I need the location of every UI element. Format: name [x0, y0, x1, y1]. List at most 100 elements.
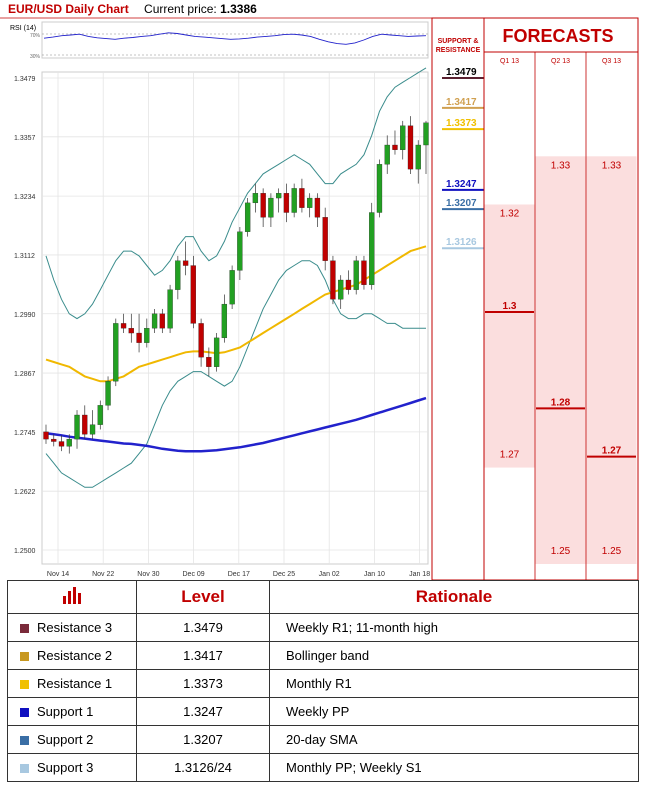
chart-area: RSI (14) 70% 30% 1.3479 1.3357 1.3234 1.311…	[0, 17, 639, 580]
candle	[120, 313, 127, 334]
candle	[415, 140, 421, 184]
level-value: 1.3247	[136, 697, 270, 726]
forecast-low-label: 1.25	[551, 546, 571, 557]
level-rationale: 20-day SMA	[269, 725, 639, 754]
candle-body	[345, 279, 352, 290]
sr-title-line1: SUPPORT &	[438, 38, 479, 45]
level-color-swatch	[20, 652, 29, 662]
x-tick-label: Nov 30	[137, 571, 159, 578]
rsi-panel: RSI (14) 70% 30%	[10, 21, 429, 60]
candle-body	[213, 337, 220, 367]
sr-level-label: 1.3373	[446, 118, 477, 129]
candle	[182, 241, 189, 276]
rsi-upper-label: 70%	[30, 33, 41, 39]
level-color-swatch	[20, 708, 29, 718]
levels-table-row: Support 2 1.3207 20-day SMA	[7, 725, 639, 754]
candle-body	[407, 125, 414, 170]
candle-body	[338, 279, 344, 300]
bollinger-lower-line	[45, 260, 426, 488]
levels-table: Level Rationale Resistance 3 1.3479 Weekly…	[7, 580, 639, 782]
forecast-low-label: 1.25	[602, 546, 622, 557]
candle-body	[105, 381, 111, 406]
candle-body	[268, 197, 274, 218]
x-tick-label: Nov 14	[47, 571, 69, 578]
candle	[283, 183, 290, 223]
level-value: 1.3126/24	[136, 753, 270, 782]
candle	[97, 400, 103, 430]
candle-body	[89, 424, 96, 435]
forecast-center-label: 1.3	[503, 301, 517, 312]
level-value: 1.3207	[136, 725, 270, 754]
candle-body	[400, 125, 406, 150]
candle-body	[175, 260, 181, 290]
y-tick-label: 1.3234	[14, 194, 36, 201]
candle-body	[299, 188, 305, 208]
candle-body	[128, 328, 134, 334]
candle	[322, 207, 328, 271]
candle-body	[82, 414, 88, 435]
candle-body	[43, 431, 49, 440]
candle	[400, 120, 406, 160]
y-tick-label: 1.3357	[14, 135, 36, 142]
level-value: 1.3479	[136, 613, 270, 642]
candle-body	[276, 193, 282, 199]
candle-body	[283, 193, 290, 213]
level-name: Support 2	[37, 732, 94, 747]
rationale-column-header: Rationale	[269, 580, 639, 614]
level-name-cell: Support 3	[7, 753, 137, 782]
sma-long-line	[45, 396, 427, 453]
candle	[190, 255, 196, 329]
sr-level-label: 1.3207	[446, 198, 477, 209]
candle	[423, 120, 429, 174]
candle	[376, 159, 383, 218]
forecast-high-label: 1.33	[602, 160, 622, 171]
candle	[353, 255, 359, 295]
candle-body	[182, 260, 189, 266]
candle-body	[151, 313, 158, 329]
level-rationale: Bollinger band	[269, 641, 639, 670]
level-name: Support 3	[37, 760, 94, 775]
candle	[144, 318, 150, 348]
level-color-swatch	[20, 624, 29, 634]
level-color-swatch	[20, 764, 29, 774]
y-tick-label: 1.2622	[14, 489, 36, 496]
level-name: Support 1	[37, 704, 94, 719]
level-name-cell: Support 1	[7, 697, 137, 726]
level-name: Resistance 2	[37, 648, 113, 663]
forecast-high-label: 1.32	[500, 209, 520, 220]
sr-level-label: 1.3247	[446, 179, 477, 190]
x-tick-label: Jan 02	[319, 571, 340, 578]
forecast-center-label: 1.28	[551, 397, 571, 408]
candle-body	[237, 231, 243, 271]
candle-body	[206, 357, 212, 367]
sr-title-line2: RESISTANCE	[436, 47, 481, 54]
candle-body	[136, 332, 142, 343]
level-rationale: Monthly R1	[269, 669, 639, 698]
level-name-cell: Support 2	[7, 725, 137, 754]
rsi-lower-label: 30%	[30, 54, 41, 60]
y-tick-label: 1.3112	[14, 253, 35, 260]
candle-body	[307, 197, 313, 208]
chart-title: EUR/USD Daily Chart	[8, 2, 129, 16]
x-tick-label: Nov 22	[92, 571, 114, 578]
candle	[392, 130, 398, 155]
candle	[82, 405, 88, 440]
x-tick-label: Jan 10	[364, 571, 385, 578]
candle	[58, 435, 65, 452]
x-tick-label: Dec 17	[228, 571, 250, 578]
x-tick-label: Dec 09	[183, 571, 205, 578]
y-tick-label: 1.3479	[14, 76, 36, 83]
sr-level-label: 1.3479	[446, 67, 477, 78]
candle-body	[74, 414, 80, 440]
candle	[307, 193, 313, 218]
candle-body	[423, 122, 429, 146]
level-rationale: Monthly PP; Weekly S1	[269, 753, 639, 782]
candle-body	[252, 193, 259, 204]
candle-body	[58, 441, 65, 447]
level-rationale: Weekly R1; 11-month high	[269, 613, 639, 642]
levels-table-header: Level Rationale	[7, 580, 639, 614]
candle-body	[322, 217, 328, 261]
support-resistance-column: SUPPORT & RESISTANCE 1.3479 1.3417 1.3373 1…	[431, 17, 485, 580]
candle-body	[353, 260, 359, 290]
chart-header: EUR/USD Daily Chart Current price: 1.338…	[0, 0, 432, 18]
